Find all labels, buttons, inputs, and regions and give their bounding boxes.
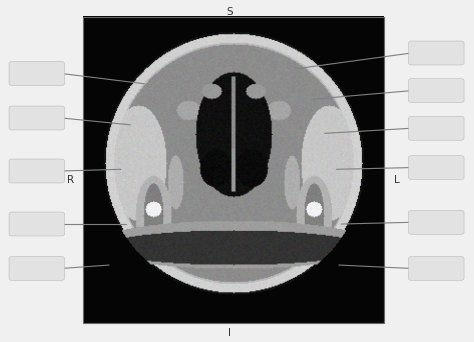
FancyBboxPatch shape — [9, 212, 64, 236]
FancyBboxPatch shape — [9, 159, 64, 183]
FancyBboxPatch shape — [9, 106, 64, 130]
FancyBboxPatch shape — [409, 41, 464, 65]
Text: L: L — [394, 174, 400, 185]
FancyBboxPatch shape — [409, 210, 464, 234]
Text: I: I — [228, 328, 231, 339]
FancyBboxPatch shape — [409, 79, 464, 103]
FancyBboxPatch shape — [9, 62, 64, 86]
FancyBboxPatch shape — [409, 116, 464, 140]
FancyBboxPatch shape — [9, 256, 64, 280]
Bar — [83, 17, 384, 323]
FancyBboxPatch shape — [409, 256, 464, 280]
Text: S: S — [227, 7, 233, 17]
Text: R: R — [66, 174, 74, 185]
FancyBboxPatch shape — [409, 156, 464, 180]
